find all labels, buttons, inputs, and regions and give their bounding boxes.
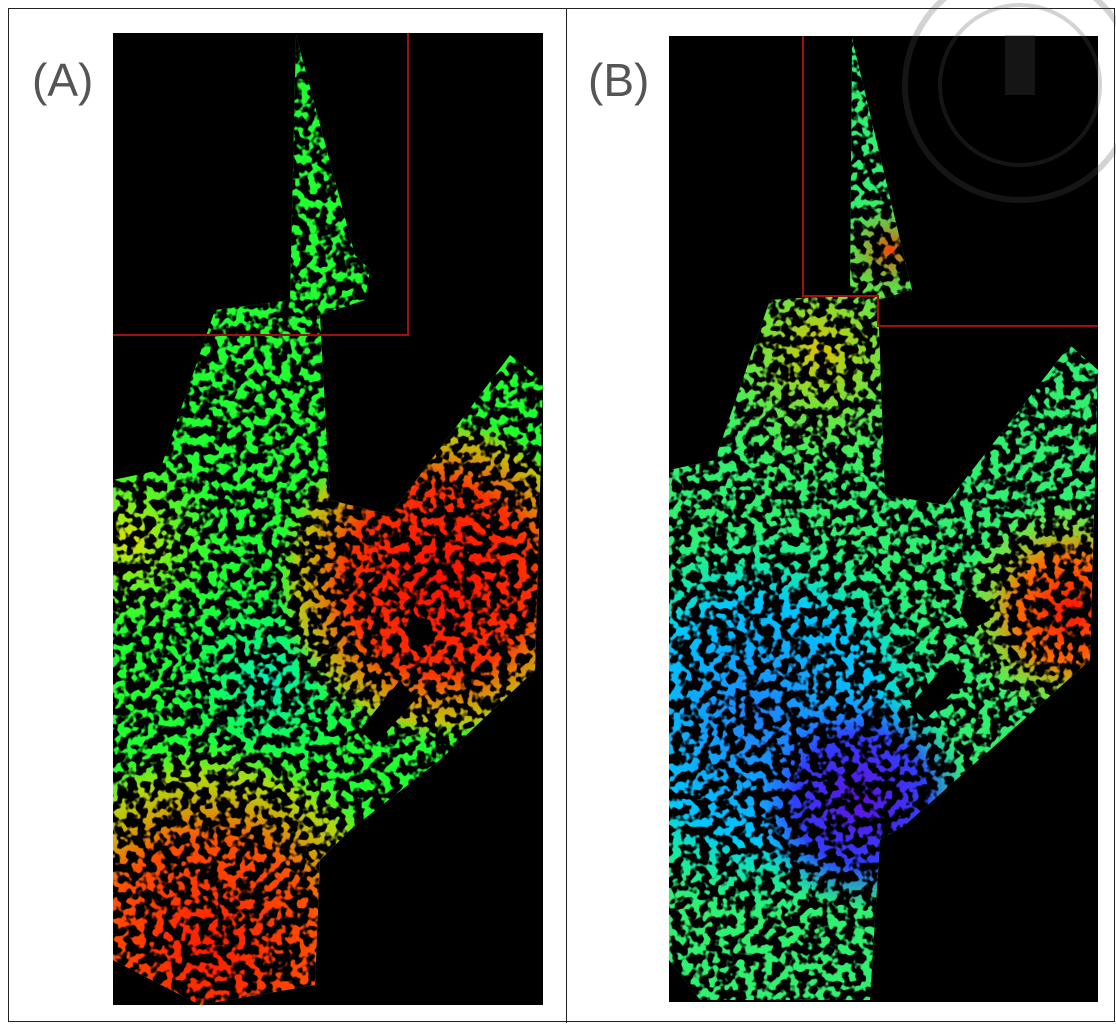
panel-a: (A) <box>32 33 543 1005</box>
figure: (A) (B) <box>0 0 1116 1023</box>
panel-b: (B) <box>588 36 1098 1002</box>
panel-label: (B) <box>588 54 649 106</box>
panel-label: (A) <box>32 54 93 106</box>
page: (A) (B) (() => { const data = JSON.parse… <box>0 0 1116 1023</box>
